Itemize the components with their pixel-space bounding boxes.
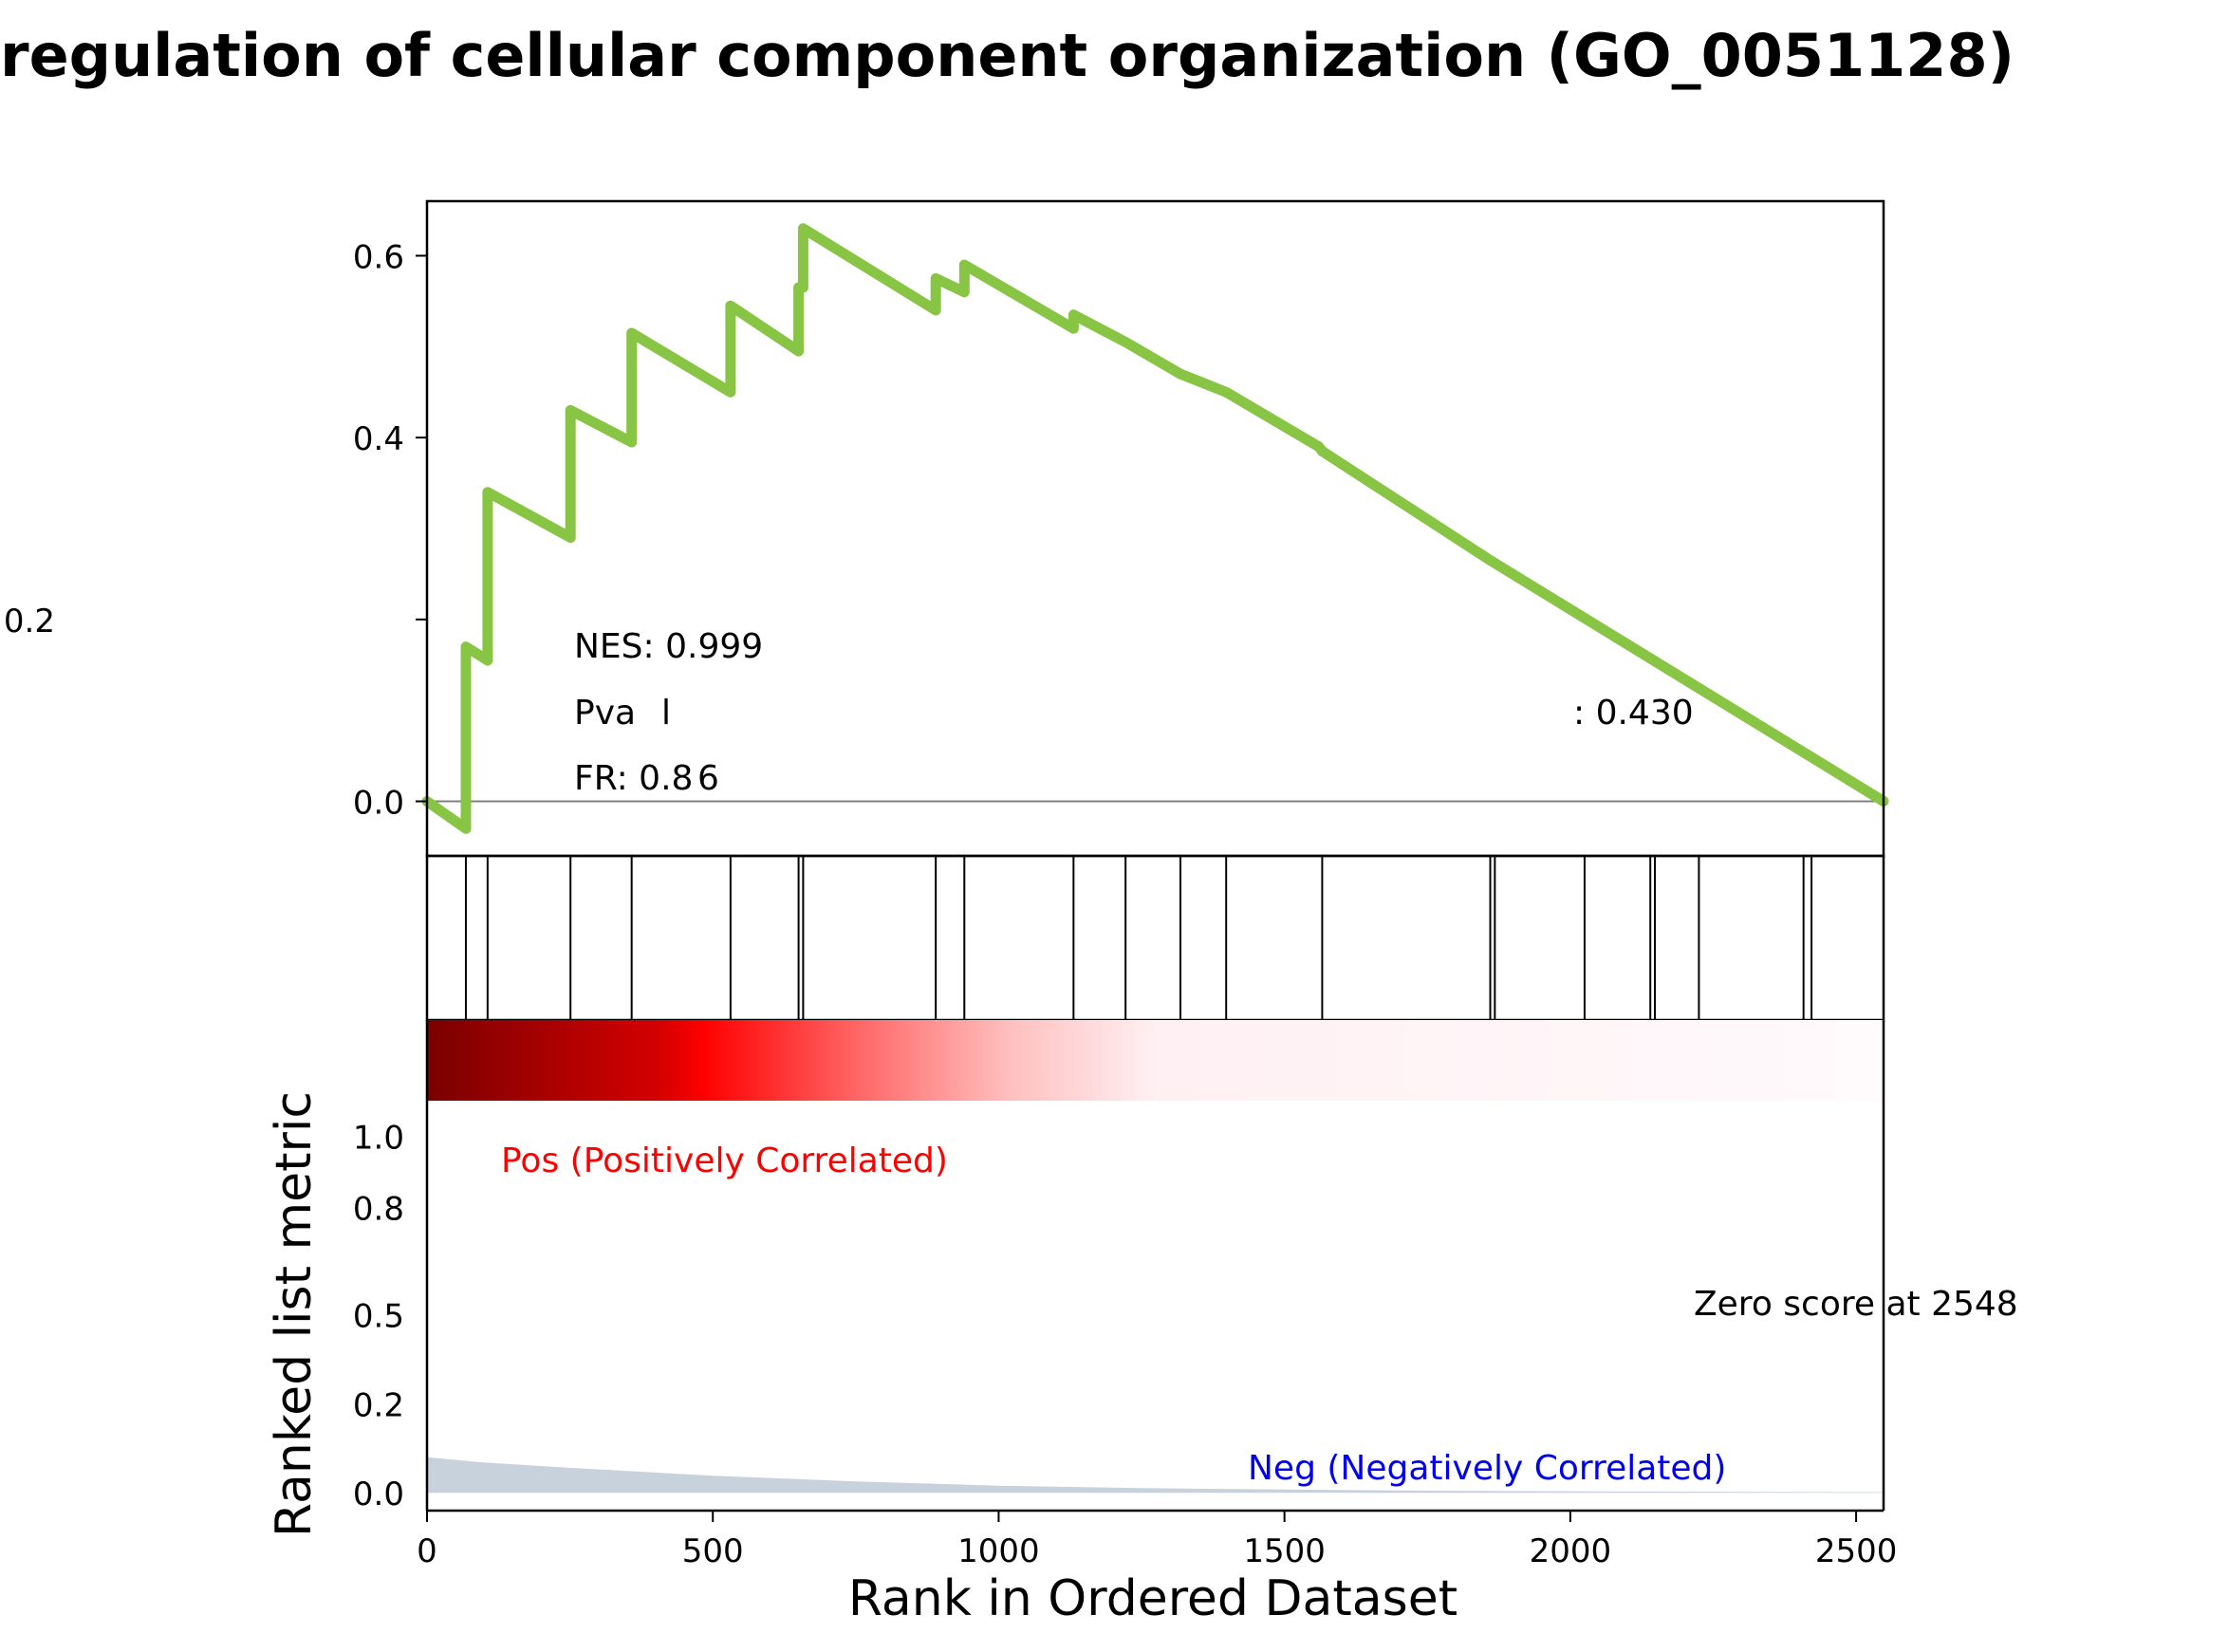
x-tick-label: 1500 bbox=[1243, 1532, 1326, 1570]
enrichment-score-line bbox=[421, 223, 1889, 834]
x-tick-label: 2000 bbox=[1530, 1532, 1612, 1570]
x-tick-label: 500 bbox=[682, 1532, 744, 1570]
ranked-metric-area bbox=[427, 1457, 1884, 1494]
fdr-annotation-overlap: 6 bbox=[697, 759, 719, 798]
y-tick-label: 1.0 bbox=[353, 1120, 404, 1158]
enrichment-frame bbox=[425, 199, 1885, 858]
y-tick-label: 0.0 bbox=[353, 785, 404, 823]
x-axis-label: Rank in Ordered Dataset bbox=[847, 1570, 1458, 1627]
ranked-metric-panel: 1.0 0.8 0.5 0.2 0.0 Pos (Positively Correlate… bbox=[353, 1020, 2018, 1513]
hits-frame bbox=[425, 854, 1885, 1022]
y-tick-label: 0.5 bbox=[353, 1297, 404, 1335]
x-tick-label: 1000 bbox=[957, 1532, 1040, 1570]
y-tick-label: 0.6 bbox=[353, 239, 404, 277]
y-tick-label: 0.0 bbox=[353, 1476, 404, 1513]
neg-correlated-label: Neg (Negatively Correlated) bbox=[1248, 1449, 1726, 1488]
y-tick-label: 0.4 bbox=[353, 420, 404, 458]
ranked-heatmap-bar bbox=[427, 1020, 1884, 1101]
pval-annotation-left: Pva bbox=[574, 694, 636, 733]
fdr-annotation: FR: 0.8 bbox=[574, 759, 693, 798]
chart-title: regulation of cellular component organiz… bbox=[0, 21, 2014, 90]
hits-panel bbox=[425, 854, 1885, 1022]
y-axis-label: Ranked list metric bbox=[266, 1091, 323, 1537]
pos-correlated-label: Pos (Positively Correlated) bbox=[501, 1142, 948, 1180]
y-tick-label: 0.8 bbox=[353, 1191, 404, 1229]
y-tick-label: 0.2 bbox=[353, 1386, 404, 1424]
x-axis: 0 500 1000 1500 2000 2500 bbox=[417, 1511, 1897, 1570]
x-tick-label: 0 bbox=[417, 1532, 437, 1570]
pval-annotation-right: : 0.430 bbox=[1573, 694, 1694, 733]
zero-score-label: Zero score at 2548 bbox=[1694, 1285, 2018, 1324]
y-tick-label: 0.2 bbox=[4, 603, 55, 640]
pval-annotation-mid: l bbox=[661, 694, 671, 733]
x-tick-label: 2500 bbox=[1815, 1532, 1898, 1570]
enrichment-panel: 0.6 0.4 0.2 0.0 NES: 0.999 Pva l : 0.430 FR: 0.8… bbox=[4, 199, 1889, 858]
nes-annotation: NES: 0.999 bbox=[574, 627, 763, 666]
